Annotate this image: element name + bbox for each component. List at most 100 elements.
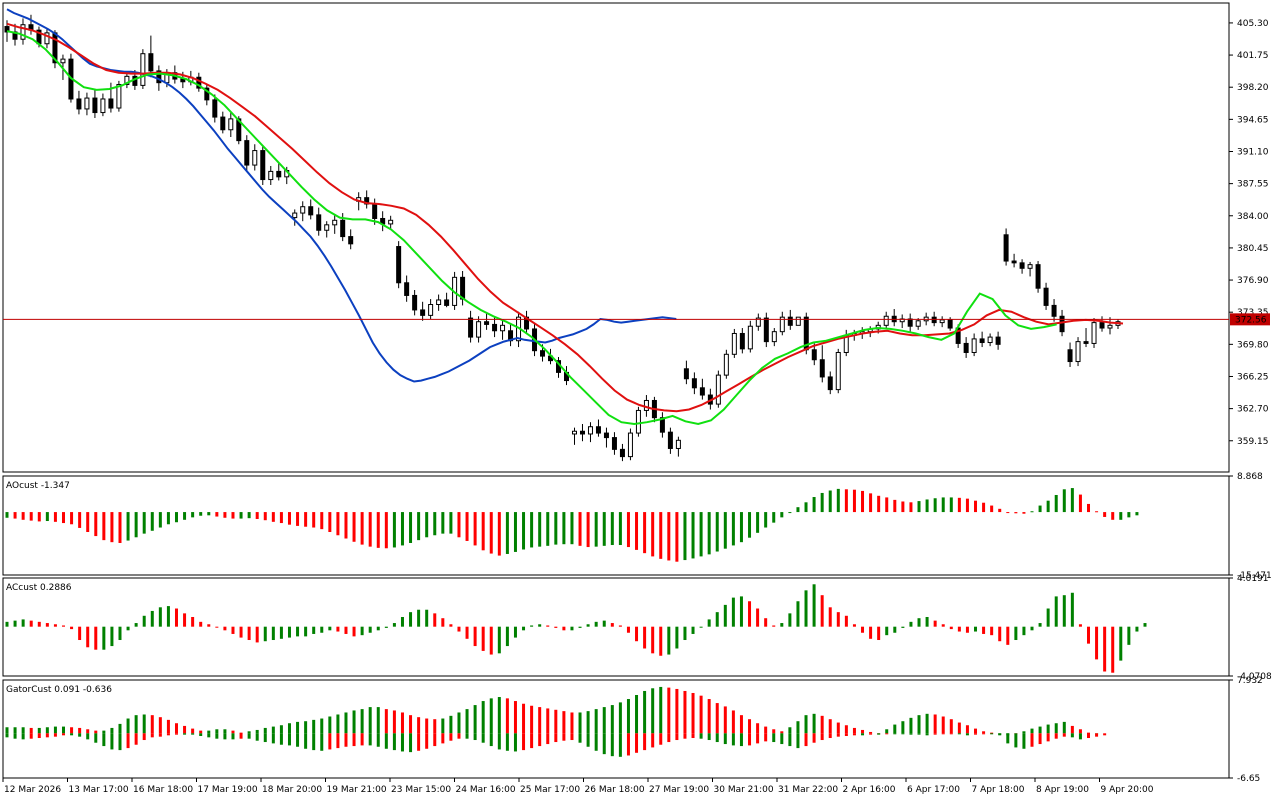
candle[interactable] xyxy=(468,317,474,338)
candle[interactable] xyxy=(124,75,130,85)
candle[interactable] xyxy=(196,76,202,89)
candle[interactable] xyxy=(76,98,82,110)
candle[interactable] xyxy=(212,99,218,118)
candle[interactable] xyxy=(835,351,841,391)
candle[interactable] xyxy=(1067,349,1073,363)
candle[interactable] xyxy=(1107,324,1113,329)
candle[interactable] xyxy=(148,53,154,72)
candle[interactable] xyxy=(675,439,681,449)
candle[interactable] xyxy=(755,317,761,327)
candle[interactable] xyxy=(92,97,98,114)
candle[interactable] xyxy=(84,97,90,110)
candle[interactable] xyxy=(699,387,705,396)
candle[interactable] xyxy=(20,24,26,40)
candle[interactable] xyxy=(819,359,825,378)
candle[interactable] xyxy=(723,353,729,376)
candle[interactable] xyxy=(1075,341,1081,363)
candle[interactable] xyxy=(995,336,1001,345)
candle[interactable] xyxy=(100,98,106,114)
candle[interactable] xyxy=(611,437,617,450)
candle[interactable] xyxy=(971,338,977,353)
candle[interactable] xyxy=(1027,264,1033,269)
candle[interactable] xyxy=(643,399,649,411)
candle[interactable] xyxy=(484,321,490,325)
candle[interactable] xyxy=(1003,234,1009,262)
candle[interactable] xyxy=(428,304,434,316)
candle[interactable] xyxy=(931,316,937,324)
candle[interactable] xyxy=(388,219,394,225)
candle[interactable] xyxy=(827,376,833,391)
candle[interactable] xyxy=(883,315,889,326)
candle[interactable] xyxy=(268,170,274,181)
candle[interactable] xyxy=(691,378,697,389)
candle[interactable] xyxy=(1091,322,1097,344)
candle[interactable] xyxy=(787,316,793,326)
candle[interactable] xyxy=(276,170,282,178)
candle[interactable] xyxy=(156,70,162,84)
candle[interactable] xyxy=(420,309,426,316)
candle[interactable] xyxy=(763,317,769,343)
candle[interactable] xyxy=(412,294,418,311)
candle[interactable] xyxy=(731,332,737,355)
candle[interactable] xyxy=(947,319,953,329)
candle[interactable] xyxy=(627,432,633,458)
candle[interactable] xyxy=(1035,264,1041,289)
candle[interactable] xyxy=(252,150,258,166)
ao-pane[interactable]: 8.868 -15.471 AOcust -1.347 xyxy=(2,472,1272,581)
candle[interactable] xyxy=(204,87,210,101)
candle[interactable] xyxy=(260,150,266,181)
candle[interactable] xyxy=(44,32,50,45)
candle[interactable] xyxy=(779,316,785,333)
candle[interactable] xyxy=(308,206,314,216)
candle[interactable] xyxy=(659,417,665,433)
candle[interactable] xyxy=(60,58,66,64)
candle[interactable] xyxy=(460,276,466,300)
gator-pane[interactable]: 7.932 -6.65 GatorCust 0.091 -0.636 xyxy=(2,676,1263,784)
candle[interactable] xyxy=(1083,341,1089,344)
candle[interactable] xyxy=(500,324,506,332)
candle[interactable] xyxy=(300,206,306,214)
candle[interactable] xyxy=(987,336,993,344)
candle[interactable] xyxy=(292,212,298,219)
candle[interactable] xyxy=(316,214,322,231)
candle[interactable] xyxy=(332,219,338,226)
candle[interactable] xyxy=(228,118,234,131)
candle[interactable] xyxy=(396,246,402,284)
candle[interactable] xyxy=(603,432,609,439)
candle[interactable] xyxy=(907,318,913,327)
candle[interactable] xyxy=(915,320,921,327)
candle[interactable] xyxy=(747,325,753,350)
candle[interactable] xyxy=(236,118,242,142)
candle[interactable] xyxy=(979,338,985,344)
candle[interactable] xyxy=(244,140,250,166)
candle[interactable] xyxy=(587,426,593,435)
candle[interactable] xyxy=(715,374,721,405)
candle[interactable] xyxy=(372,203,378,219)
candle[interactable] xyxy=(108,98,114,109)
ac-pane[interactable]: 4.0191 -4.0708 ACcust 0.2886 xyxy=(2,574,1272,682)
candle[interactable] xyxy=(795,316,801,326)
candle[interactable] xyxy=(1059,315,1065,333)
candle[interactable] xyxy=(579,430,585,435)
candle[interactable] xyxy=(492,323,498,332)
candle[interactable] xyxy=(635,409,641,434)
candle[interactable] xyxy=(811,349,817,361)
candle[interactable] xyxy=(667,431,673,449)
candle[interactable] xyxy=(140,53,146,86)
candle[interactable] xyxy=(1019,262,1025,269)
candle[interactable] xyxy=(571,430,577,435)
candle[interactable] xyxy=(220,116,226,131)
candle[interactable] xyxy=(340,219,346,238)
candle[interactable] xyxy=(1051,304,1057,317)
candle[interactable] xyxy=(939,319,945,324)
candle[interactable] xyxy=(1043,287,1049,306)
candle[interactable] xyxy=(116,83,122,109)
candle[interactable] xyxy=(739,332,745,350)
candle[interactable] xyxy=(1011,260,1017,264)
candle[interactable] xyxy=(1099,322,1105,329)
candle[interactable] xyxy=(324,224,330,231)
candle[interactable] xyxy=(595,426,601,434)
candle[interactable] xyxy=(963,342,969,353)
candle[interactable] xyxy=(683,368,689,380)
